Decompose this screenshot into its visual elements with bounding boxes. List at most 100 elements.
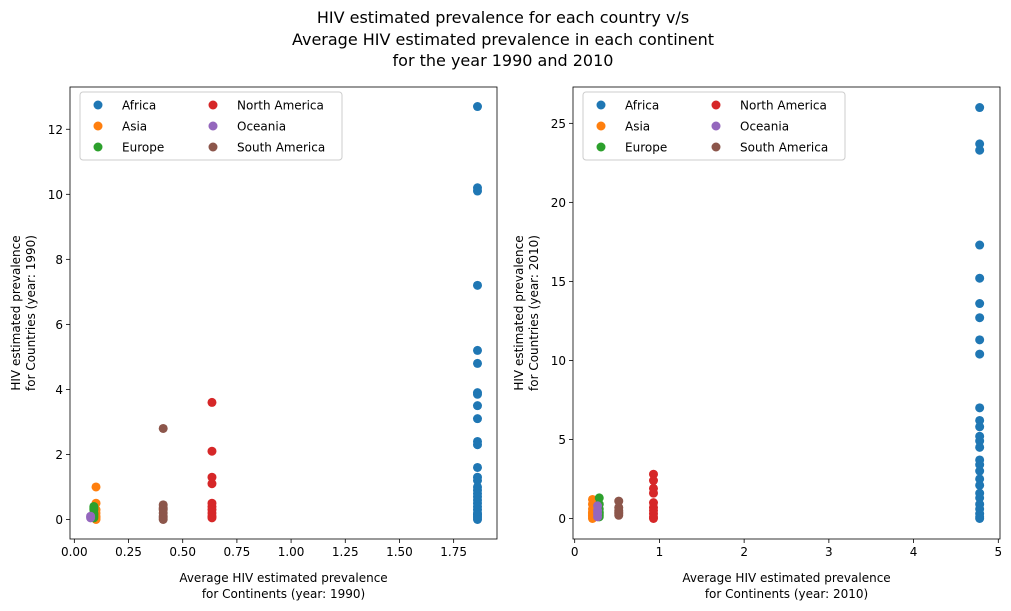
data-point-africa — [975, 139, 985, 149]
data-point-africa — [472, 186, 482, 196]
x-tick-label: 2 — [740, 545, 748, 559]
data-point-africa — [975, 240, 985, 250]
data-point-africa — [472, 514, 482, 524]
series-africa — [472, 102, 482, 524]
data-point-south-america — [158, 423, 168, 433]
x-axis-label: Average HIV estimated prevalence — [179, 571, 387, 585]
legend-2010: Africa Asia Europe North America Oceania Sout… — [582, 91, 846, 161]
y-tick-label: 4 — [55, 383, 63, 397]
y-axis-label: HIV estimated prevalence — [512, 235, 526, 390]
data-point-north-america — [648, 488, 658, 498]
data-point-africa — [975, 442, 985, 452]
data-point-africa — [975, 335, 985, 345]
y-axis-label: for Countries (year: 2010) — [527, 235, 541, 391]
series-north-america — [207, 397, 217, 523]
series-south-america — [158, 423, 168, 524]
data-point-africa — [472, 389, 482, 399]
data-point-europe — [594, 493, 604, 503]
series-oceania — [86, 511, 96, 523]
legend-1990: Africa Asia Europe North America Oceania Sout… — [79, 91, 343, 161]
legend-label-oceania: Oceania — [740, 120, 789, 134]
data-point-africa — [472, 102, 482, 112]
y-axis-label: HIV estimated prevalence — [9, 235, 23, 390]
y-tick-label: 6 — [55, 318, 63, 332]
y-tick-label: 8 — [55, 253, 63, 267]
data-point-africa — [975, 480, 985, 490]
data-point-north-america — [207, 513, 217, 523]
data-point-africa — [975, 436, 985, 446]
legend-label-europe: Europe — [625, 141, 667, 155]
data-point-africa — [975, 466, 985, 476]
y-tick-label: 0 — [55, 513, 63, 527]
data-point-africa — [975, 103, 985, 113]
legend-label-europe: Europe — [122, 141, 164, 155]
data-point-africa — [472, 345, 482, 355]
data-point-africa — [975, 422, 985, 432]
series-north-america — [648, 469, 658, 523]
x-tick-label: 1.75 — [440, 545, 467, 559]
data-point-africa — [975, 299, 985, 309]
legend-label-oceania: Oceania — [237, 120, 286, 134]
legend-marker-north-america — [208, 100, 218, 110]
x-tick-label: 0.00 — [61, 545, 88, 559]
data-point-asia — [91, 482, 101, 492]
figure-title-line-1: HIV estimated prevalence for each countr… — [317, 8, 689, 27]
y-axis-label: for Countries (year: 1990) — [24, 235, 38, 391]
y-tick-label: 25 — [551, 117, 566, 131]
legend-marker-africa — [93, 100, 103, 110]
x-tick-label: 1.00 — [278, 545, 305, 559]
y-tick-label: 15 — [551, 275, 566, 289]
legend-label-north-america: North America — [237, 99, 324, 113]
y-tick-label: 10 — [551, 354, 566, 368]
legend-marker-south-america — [711, 142, 721, 152]
legend-marker-europe — [596, 142, 606, 152]
legend-marker-africa — [596, 100, 606, 110]
legend-marker-europe — [93, 142, 103, 152]
data-point-north-america — [648, 469, 658, 479]
data-point-north-america — [648, 513, 658, 523]
data-point-south-america — [614, 510, 624, 520]
data-point-africa — [975, 313, 985, 323]
data-point-africa — [472, 475, 482, 485]
series-africa — [975, 103, 985, 523]
data-point-south-america — [614, 496, 624, 506]
series-oceania — [593, 501, 603, 522]
x-tick-label: 0.25 — [115, 545, 142, 559]
legend-label-north-america: North America — [740, 99, 827, 113]
data-point-africa — [975, 460, 985, 470]
data-point-africa — [472, 358, 482, 368]
data-point-africa — [472, 401, 482, 411]
scatter-panel-2010: 0 1 2 3 4 5 0 5 10 15 20 25 Average HIV estimated pr… — [512, 86, 1002, 601]
data-point-south-america — [158, 514, 168, 524]
legend-marker-oceania — [711, 121, 721, 131]
x-tick-label: 4 — [910, 545, 918, 559]
data-point-africa — [975, 474, 985, 484]
data-point-africa — [975, 145, 985, 155]
legend-marker-oceania — [208, 121, 218, 131]
data-point-north-america — [207, 446, 217, 456]
data-point-north-america — [648, 476, 658, 486]
legend-label-south-america: South America — [237, 141, 325, 155]
x-tick-label: 0 — [571, 545, 579, 559]
legend-label-asia: Asia — [625, 120, 650, 134]
data-point-north-america — [207, 472, 217, 482]
figure-title-line-2: Average HIV estimated prevalence in each… — [292, 30, 714, 49]
legend-label-south-america: South America — [740, 141, 828, 155]
y-tick-label: 10 — [48, 188, 63, 202]
data-point-africa — [975, 273, 985, 283]
x-tick-label: 1.25 — [332, 545, 359, 559]
y-tick-label: 12 — [48, 123, 63, 137]
data-point-oceania — [86, 513, 96, 523]
legend-label-africa: Africa — [122, 99, 156, 113]
x-axis-label: for Continents (year: 1990) — [202, 587, 365, 601]
x-tick-label: 5 — [994, 545, 1002, 559]
legend-label-africa: Africa — [625, 99, 659, 113]
data-point-africa — [975, 415, 985, 425]
y-tick-label: 20 — [551, 196, 566, 210]
data-point-africa — [472, 462, 482, 472]
plot-area-frame-2010 — [572, 86, 1001, 540]
y-tick-label: 0 — [558, 512, 566, 526]
x-tick-label: 1.50 — [386, 545, 413, 559]
legend-marker-north-america — [711, 100, 721, 110]
